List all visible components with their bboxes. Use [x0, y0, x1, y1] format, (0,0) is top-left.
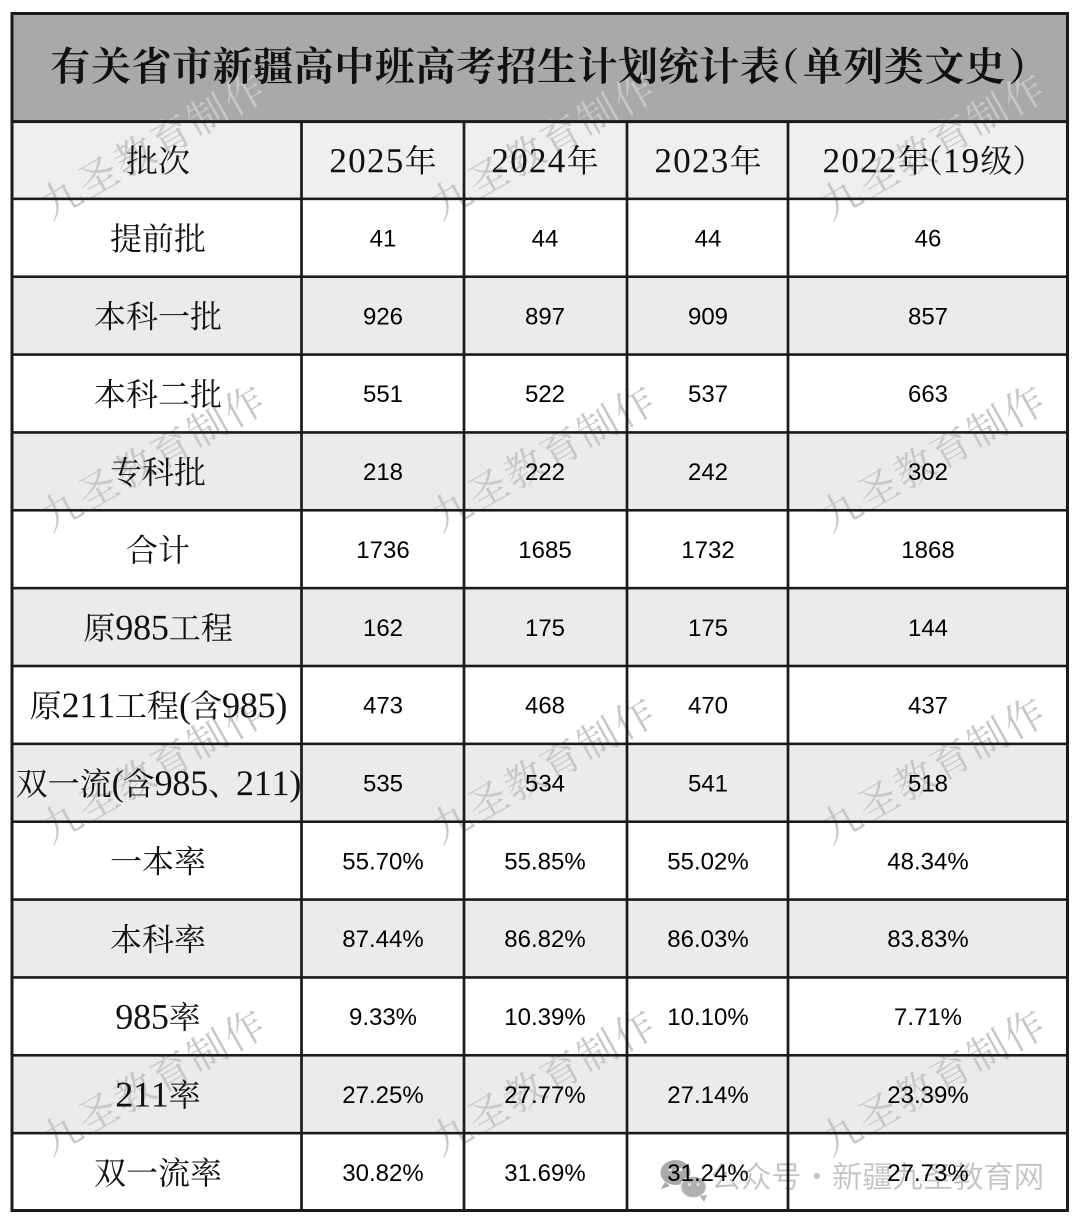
svg-text:218: 218: [363, 459, 403, 486]
svg-text:473: 473: [363, 693, 403, 720]
svg-text:87.44%: 87.44%: [342, 926, 423, 953]
svg-text:27.73%: 27.73%: [887, 1160, 968, 1187]
svg-text:470: 470: [688, 693, 728, 720]
svg-text:1736: 1736: [356, 537, 409, 564]
svg-text:242: 242: [688, 459, 728, 486]
svg-text:31.69%: 31.69%: [504, 1160, 585, 1187]
svg-text:1732: 1732: [681, 537, 734, 564]
svg-text:86.82%: 86.82%: [504, 926, 585, 953]
svg-text:55.70%: 55.70%: [342, 848, 423, 875]
svg-text:27.14%: 27.14%: [667, 1082, 748, 1109]
svg-text:534: 534: [525, 771, 565, 798]
svg-text:144: 144: [908, 615, 948, 642]
svg-text:9.33%: 9.33%: [349, 1004, 417, 1031]
svg-text:897: 897: [525, 303, 565, 330]
svg-text:44: 44: [695, 226, 722, 253]
svg-text:518: 518: [908, 771, 948, 798]
svg-text:23.39%: 23.39%: [887, 1082, 968, 1109]
svg-text:86.03%: 86.03%: [667, 926, 748, 953]
svg-text:46: 46: [915, 226, 942, 253]
svg-text:909: 909: [688, 303, 728, 330]
svg-text:48.34%: 48.34%: [887, 848, 968, 875]
svg-text:551: 551: [363, 381, 403, 408]
svg-text:175: 175: [525, 615, 565, 642]
svg-text:468: 468: [525, 693, 565, 720]
svg-text:1685: 1685: [518, 537, 571, 564]
svg-text:535: 535: [363, 771, 403, 798]
svg-text:27.25%: 27.25%: [342, 1082, 423, 1109]
svg-text:926: 926: [363, 303, 403, 330]
svg-text:175: 175: [688, 615, 728, 642]
svg-text:55.85%: 55.85%: [504, 848, 585, 875]
svg-text:541: 541: [688, 771, 728, 798]
svg-text:162: 162: [363, 615, 403, 642]
svg-text:222: 222: [525, 459, 565, 486]
svg-text:31.24%: 31.24%: [667, 1160, 748, 1187]
svg-text:663: 663: [908, 381, 948, 408]
svg-text:537: 537: [688, 381, 728, 408]
svg-text:857: 857: [908, 303, 948, 330]
svg-text:55.02%: 55.02%: [667, 848, 748, 875]
svg-text:27.77%: 27.77%: [504, 1082, 585, 1109]
svg-text:10.39%: 10.39%: [504, 1004, 585, 1031]
svg-text:7.71%: 7.71%: [894, 1004, 962, 1031]
svg-text:437: 437: [908, 693, 948, 720]
svg-text:302: 302: [908, 459, 948, 486]
svg-text:41: 41: [370, 226, 397, 253]
svg-text:522: 522: [525, 381, 565, 408]
svg-text:10.10%: 10.10%: [667, 1004, 748, 1031]
svg-text:44: 44: [532, 226, 559, 253]
svg-text:1868: 1868: [901, 537, 954, 564]
svg-text:83.83%: 83.83%: [887, 926, 968, 953]
svg-text:30.82%: 30.82%: [342, 1160, 423, 1187]
